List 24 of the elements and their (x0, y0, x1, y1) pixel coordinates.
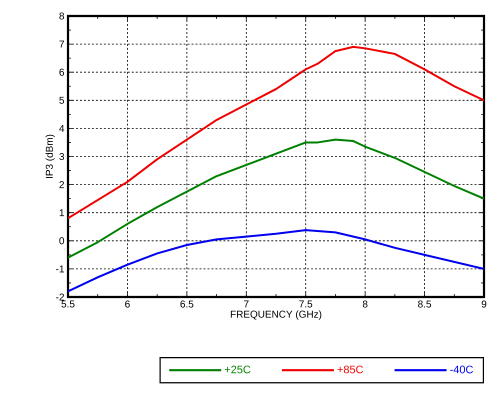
y-tick-label: 7 (59, 40, 64, 48)
y-tick-label: 1 (60, 209, 64, 216)
y-tick-label: 0 (59, 237, 64, 244)
y-tick-label: 3 (59, 152, 64, 160)
x-tick-label: 7 (244, 300, 249, 308)
y-tick-label: 8 (59, 12, 64, 20)
y-tick-label: -2 (56, 294, 64, 300)
legend-label: -40C (450, 366, 473, 374)
y-tick-label: 4 (59, 124, 64, 132)
y-tick-label: 6 (59, 68, 64, 76)
y-tick-label: -1 (56, 265, 64, 272)
y-axis-title: IP3 (dBm) (46, 134, 55, 178)
x-tick-label: 6.5 (180, 300, 194, 308)
x-tick-label: 8.5 (418, 300, 432, 308)
x-tick-label: 6 (125, 300, 130, 308)
x-tick-label: 9 (482, 300, 486, 308)
legend-label: +85C (338, 366, 364, 374)
x-axis-title: FREQUENCY (GHz) (230, 310, 322, 320)
y-tick-label: 2 (59, 181, 64, 188)
x-tick-label: 7.5 (299, 300, 312, 308)
x-tick-label: 5.5 (61, 300, 75, 308)
x-tick-label: 8 (362, 300, 368, 308)
y-tick-label: 5 (59, 96, 64, 104)
legend-label: +25C (224, 366, 250, 374)
